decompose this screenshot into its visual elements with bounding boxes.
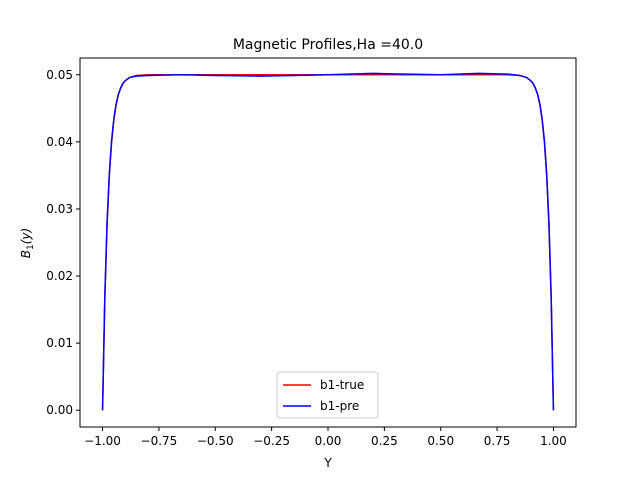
x-axis-label: Y — [323, 456, 332, 470]
x-tick-label: 0.75 — [484, 434, 511, 448]
y-tick-label: 0.04 — [46, 135, 73, 149]
y-tick-label: 0.02 — [46, 269, 73, 283]
y-axis-label-suffix: (y) — [19, 228, 33, 244]
x-tick-label: −0.25 — [253, 434, 290, 448]
x-tick-label: 0.50 — [427, 434, 454, 448]
chart-title: Magnetic Profiles,Ha =40.0 — [233, 37, 423, 53]
y-axis-ticks: 0.00 0.01 0.02 0.03 0.04 0.05 — [46, 68, 80, 417]
x-tick-label: −0.50 — [197, 434, 234, 448]
y-axis-label: B1(y) — [19, 228, 36, 258]
y-axis-label-subscript: 1 — [26, 244, 36, 250]
series-line-b1-true — [101, 74, 555, 411]
svg-text:B1(y): B1(y) — [19, 228, 36, 258]
y-tick-label: 0.05 — [46, 68, 73, 82]
x-axis-ticks: −1.00 −0.75 −0.50 −0.25 0.00 0.25 0.50 0.75 1.00 — [84, 427, 567, 448]
y-tick-label: 0.03 — [46, 202, 73, 216]
legend-label-b1-true: b1-true — [320, 378, 364, 392]
plot-lines — [101, 72, 555, 411]
x-tick-label: −0.75 — [141, 434, 178, 448]
y-tick-label: 0.01 — [46, 336, 73, 350]
legend: b1-true b1-pre — [276, 371, 379, 419]
x-tick-label: 1.00 — [540, 434, 567, 448]
y-axis-label-main: B — [19, 250, 33, 258]
x-tick-label: 0.25 — [371, 434, 398, 448]
y-tick-label: 0.00 — [46, 403, 73, 417]
x-tick-label: −1.00 — [84, 434, 121, 448]
legend-label-b1-pre: b1-pre — [320, 399, 359, 413]
x-tick-label: 0.00 — [315, 434, 342, 448]
series-line-b1-pre — [101, 72, 555, 411]
